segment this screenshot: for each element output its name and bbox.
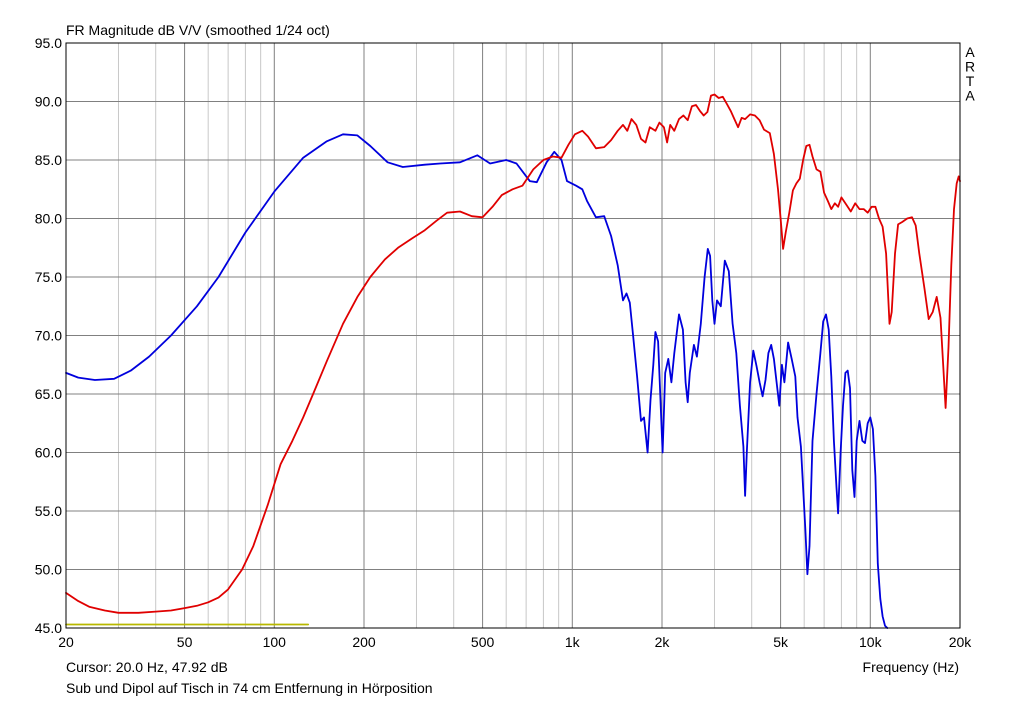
y-tick-label: 65.0	[35, 386, 62, 402]
y-axis-labels: 45.0 50.0 55.0 60.0 65.0 70.0 75.0 80.0 85.0 90.0…	[35, 35, 62, 636]
y-tick-label: 95.0	[35, 35, 62, 51]
x-tick-label: 50	[177, 634, 193, 650]
watermark-letter: A	[965, 88, 975, 104]
y-tick-label: 90.0	[35, 94, 62, 110]
series-layer	[65, 93, 961, 629]
x-tick-label: 5k	[773, 634, 789, 650]
y-tick-label: 50.0	[35, 562, 62, 578]
watermark-letter: T	[966, 73, 975, 89]
plot-grid	[66, 43, 960, 628]
watermark-letter: A	[965, 44, 975, 60]
watermark-letter: R	[965, 59, 975, 75]
x-tick-label: 1k	[565, 634, 581, 650]
x-tick-label: 2k	[655, 634, 671, 650]
series-line-2	[65, 93, 961, 614]
y-tick-label: 80.0	[35, 211, 62, 227]
y-tick-label: 85.0	[35, 152, 62, 168]
x-tick-label: 200	[352, 634, 376, 650]
y-tick-label: 55.0	[35, 503, 62, 519]
x-tick-label: 20	[58, 634, 74, 650]
x-tick-label: 100	[263, 634, 287, 650]
y-tick-label: 45.0	[35, 620, 62, 636]
x-axis-label: Frequency (Hz)	[863, 659, 959, 675]
chart-title: FR Magnitude dB V/V (smoothed 1/24 oct)	[66, 22, 330, 38]
y-tick-label: 70.0	[35, 328, 62, 344]
y-tick-label: 60.0	[35, 445, 62, 461]
x-tick-label: 20k	[949, 634, 973, 650]
cursor-readout: Cursor: 20.0 Hz, 47.92 dB	[66, 659, 228, 675]
chart-caption: Sub und Dipol auf Tisch in 74 cm Entfern…	[66, 680, 433, 696]
series-line-1	[65, 133, 889, 629]
x-axis-labels: 20 50 100 200 500 1k 2k 5k 10k 20k	[58, 634, 972, 650]
y-tick-label: 75.0	[35, 269, 62, 285]
x-tick-label: 500	[471, 634, 495, 650]
plot-frame	[65, 42, 961, 629]
x-tick-label: 10k	[859, 634, 883, 650]
